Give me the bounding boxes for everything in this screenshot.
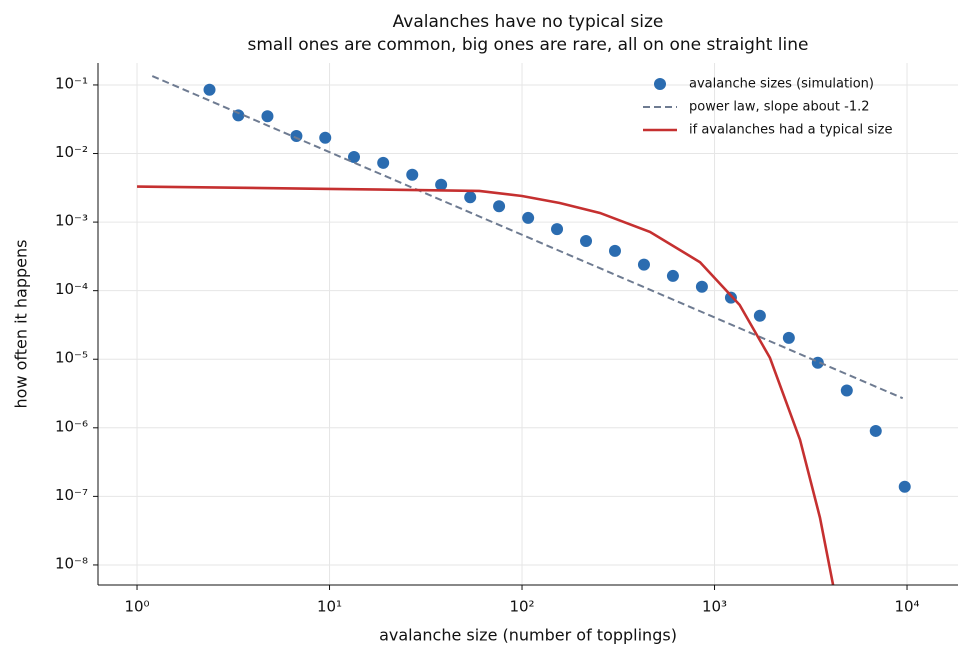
series-line (137, 185, 835, 585)
data-point (522, 211, 535, 224)
data-point (666, 269, 679, 282)
data-point (347, 150, 360, 163)
x-tick-label: 10⁴ (894, 598, 919, 616)
data-point (695, 280, 708, 293)
x-tick-label: 10² (509, 598, 534, 616)
y-tick-label: 10⁻⁸ (55, 554, 88, 572)
legend-label: avalanche sizes (simulation) (689, 77, 874, 92)
data-point (608, 244, 621, 257)
legend-label: power law, slope about -1.2 (689, 100, 870, 115)
legend-marker (654, 78, 666, 90)
x-tick-label: 10⁰ (124, 598, 149, 616)
data-point (290, 130, 303, 143)
x-tick-label: 10¹ (317, 598, 342, 616)
legend: avalanche sizes (simulation) power law, s… (643, 77, 892, 138)
data-point (406, 168, 419, 181)
series-line (151, 75, 904, 400)
data-point (869, 424, 882, 437)
y-tick-label: 10⁻⁵ (55, 349, 88, 367)
y-tick-label: 10⁻⁷ (55, 486, 88, 504)
data-point (493, 200, 506, 213)
y-tick-label: 10⁻² (55, 143, 88, 161)
data-point (203, 83, 216, 96)
ticks: 10⁰ 10¹ 10² 10³ 10⁴ 10⁻⁸ 10⁻⁷ 10⁻⁶ 10⁻⁵ 10⁻⁴ 10⁻³ 1… (55, 74, 920, 615)
data-point (637, 258, 650, 271)
data-point (464, 191, 477, 204)
data-point (261, 110, 274, 123)
plot-area (137, 75, 911, 585)
y-tick-label: 10⁻⁶ (55, 417, 88, 435)
data-point (898, 480, 911, 493)
data-point (377, 156, 390, 169)
data-point (580, 235, 593, 248)
x-axis-label: avalanche size (number of topplings) (379, 626, 677, 645)
y-tick-label: 10⁻⁴ (55, 280, 88, 298)
grid (98, 63, 958, 585)
data-point (840, 384, 853, 397)
data-point (753, 309, 766, 322)
chart-subtitle: small ones are common, big ones are rare… (248, 35, 809, 55)
data-point (782, 331, 795, 344)
y-axis-label: how often it happens (12, 240, 31, 409)
y-tick-label: 10⁻³ (55, 212, 88, 230)
y-tick-label: 10⁻¹ (55, 74, 88, 92)
data-point (435, 178, 448, 191)
legend-label: if avalanches had a typical size (689, 123, 892, 138)
chart-title: Avalanches have no typical size (393, 12, 664, 32)
data-point (319, 131, 332, 144)
data-point (551, 223, 564, 236)
x-tick-label: 10³ (702, 598, 727, 616)
